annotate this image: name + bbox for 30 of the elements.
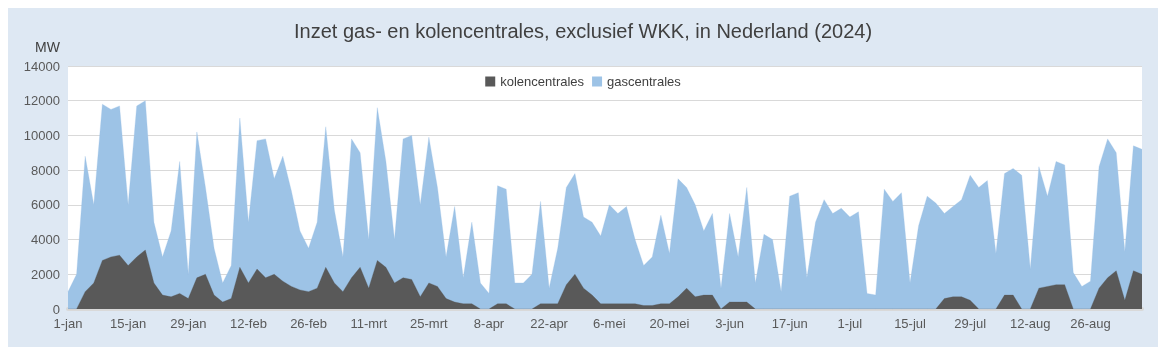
- x-tick-label: 22-apr: [530, 316, 569, 331]
- chart-title: Inzet gas- en kolencentrales, exclusief WKK, in Nederland (2024): [293, 20, 873, 42]
- x-tick-label: 26-aug: [1070, 316, 1111, 331]
- y-tick-label: 10000: [23, 127, 60, 143]
- x-tick-label: 29-jul: [954, 316, 987, 331]
- x-tick-label: 6-mei: [593, 316, 626, 331]
- x-tick-label: 25-mrt: [410, 316, 449, 331]
- y-tick-label: 4000: [31, 232, 60, 248]
- x-tick-label: 12-aug: [1010, 316, 1051, 331]
- y-tick-label: 2000: [31, 266, 60, 282]
- x-tick-label: 20-mei: [649, 316, 690, 331]
- x-tick-label: 26-feb: [290, 316, 328, 331]
- y-tick-label: 12000: [23, 93, 60, 109]
- x-tick-label: 1-jan: [53, 316, 83, 331]
- x-tick-label: 17-jun: [771, 316, 808, 331]
- y-tick-label: 8000: [31, 162, 60, 178]
- x-tick-label: 8-apr: [473, 316, 505, 331]
- legend-label: gascentrales: [607, 74, 682, 89]
- y-tick-label: 14000: [23, 58, 60, 74]
- x-tick-label: 12-feb: [229, 316, 267, 331]
- y-tick-label: 6000: [31, 197, 60, 213]
- legend-label: kolencentrales: [500, 74, 585, 89]
- x-tick-label: 15-jul: [894, 316, 927, 331]
- x-tick-label: 11-mrt: [350, 316, 388, 331]
- x-tick-label: 1-jul: [837, 316, 863, 331]
- y-axis-title: MW: [35, 39, 61, 55]
- y-tick-label: 0: [52, 301, 60, 317]
- x-tick-label: 3-jun: [715, 316, 745, 331]
- x-tick-label: 29-jan: [170, 316, 207, 331]
- x-tick-label: 15-jan: [110, 316, 147, 331]
